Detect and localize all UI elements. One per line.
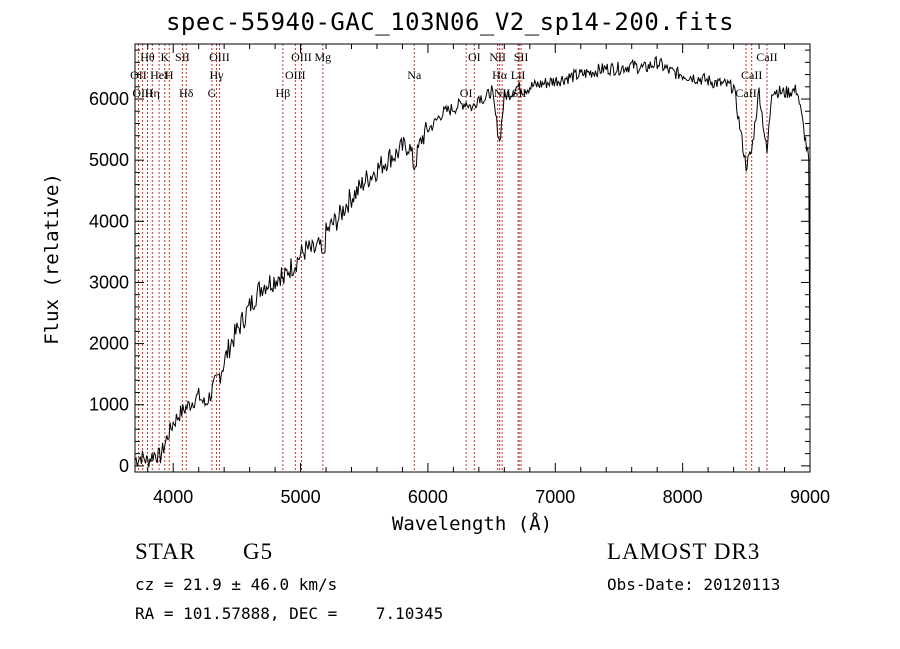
line-marker-label: NII	[489, 50, 506, 64]
line-marker-label: NII	[494, 86, 511, 100]
line-marker-label: CaII	[735, 86, 756, 100]
x-tick-label: 8000	[663, 487, 703, 507]
x-axis-label: Wavelength (Å)	[392, 512, 552, 535]
y-tick-label: 3000	[89, 272, 129, 292]
line-marker-label: H	[165, 68, 174, 82]
line-marker-label: OI	[468, 50, 481, 64]
line-marker-label: OIII	[209, 50, 230, 64]
class-label: STAR	[135, 539, 196, 564]
y-tick-label: 4000	[89, 211, 129, 231]
line-marker-label: G	[208, 86, 217, 100]
line-marker-label: OIII	[285, 68, 306, 82]
line-marker-label: HeI	[150, 68, 168, 82]
y-tick-label: 1000	[89, 395, 129, 415]
y-tick-label: 0	[119, 456, 129, 476]
line-marker-labels: HθOIIOIIIKHeIHηSIIHHδOIIIHγGOIIIOIIIHβMg…	[130, 50, 778, 100]
line-marker-label: LiI	[511, 68, 526, 82]
x-tick-label: 4000	[153, 487, 193, 507]
x-tick-label: 9000	[790, 487, 830, 507]
y-axis-label: Flux (relative)	[41, 173, 63, 345]
line-marker-label: CaII	[741, 68, 762, 82]
line-marker-label: Hη	[145, 86, 160, 100]
line-marker-label: Mg	[315, 50, 332, 64]
line-marker-label: CaII	[756, 50, 777, 64]
line-marker-label: Hα	[492, 68, 508, 82]
redshift-label: cz = 21.9 ± 46.0 km/s	[135, 575, 338, 594]
coordinates-label: RA = 101.57888, DEC = 7.10345	[135, 604, 444, 623]
y-tick-label: 6000	[89, 89, 129, 109]
x-tick-label: 6000	[408, 487, 448, 507]
line-markers	[137, 44, 768, 472]
survey-label: LAMOST DR3	[607, 539, 761, 564]
line-marker-label: SII	[512, 86, 527, 100]
x-tick-label: 7000	[535, 487, 575, 507]
line-marker-label: K	[160, 50, 169, 64]
line-marker-label: OI	[460, 86, 473, 100]
line-marker-label: Hγ	[210, 68, 225, 82]
line-marker-label: SII	[514, 50, 529, 64]
line-marker-label: SII	[175, 50, 190, 64]
x-axis: 4000 5000 6000 7000 8000 9000	[147, 44, 830, 507]
line-marker-label: Hθ	[140, 50, 155, 64]
line-marker-label: OIII	[132, 86, 153, 100]
subclass-label: G5	[243, 539, 274, 564]
y-tick-label: 5000	[89, 150, 129, 170]
y-axis: 0 1000 2000 3000 4000 5000 6000	[89, 49, 810, 476]
chart-title: spec-55940-GAC_103N06_V2_sp14-200.fits	[165, 8, 735, 36]
x-tick-label: 5000	[281, 487, 321, 507]
spectrum-line	[134, 55, 811, 468]
line-marker-label: OIII	[291, 50, 312, 64]
line-marker-label: Na	[407, 68, 422, 82]
line-marker-label: Hβ	[275, 86, 290, 100]
obs-date-label: Obs-Date: 20120113	[607, 575, 781, 594]
line-marker-label: Hδ	[179, 86, 194, 100]
y-tick-label: 2000	[89, 334, 129, 354]
